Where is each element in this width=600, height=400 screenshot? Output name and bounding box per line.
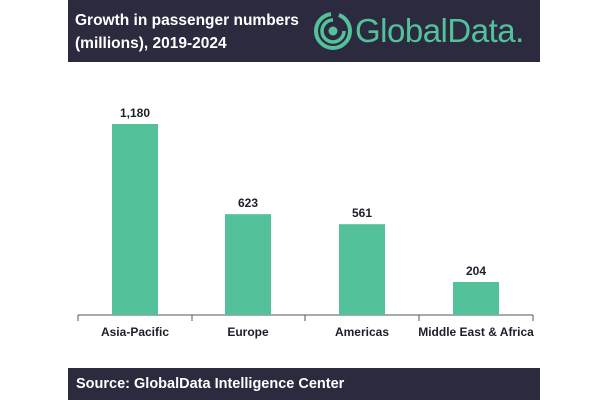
bar (225, 214, 271, 315)
source-note: Source: GlobalData Intelligence Center (76, 376, 345, 392)
bar-value-label: 623 (238, 196, 258, 210)
bar-value-label: 561 (352, 206, 372, 220)
bar (453, 281, 499, 315)
category-label: Americas (335, 325, 389, 339)
bar-chart-svg: 1,180 Asia-Pacific 623 Europe 561 Americas 204… (77, 106, 534, 339)
bar-value-label: 204 (466, 264, 486, 278)
bar (339, 224, 385, 315)
bar (112, 124, 158, 315)
globaldata-logo-icon (314, 12, 352, 50)
category-label: Europe (227, 325, 269, 339)
chart-header: Growth in passenger numbers (millions), … (68, 0, 540, 62)
bar-value-label: 1,180 (120, 106, 150, 120)
category-label: Middle East & Africa (418, 325, 534, 339)
category-label: Asia-Pacific (101, 325, 169, 339)
chart-footer: Source: GlobalData Intelligence Center (68, 368, 540, 400)
logo-wordmark: GlobalData. (355, 12, 524, 49)
globaldata-logo: GlobalData. (313, 10, 538, 52)
bar-chart: 1,180 Asia-Pacific 623 Europe 561 Americas 204… (0, 62, 600, 368)
chart-title: Growth in passenger numbers (millions), … (75, 12, 299, 52)
